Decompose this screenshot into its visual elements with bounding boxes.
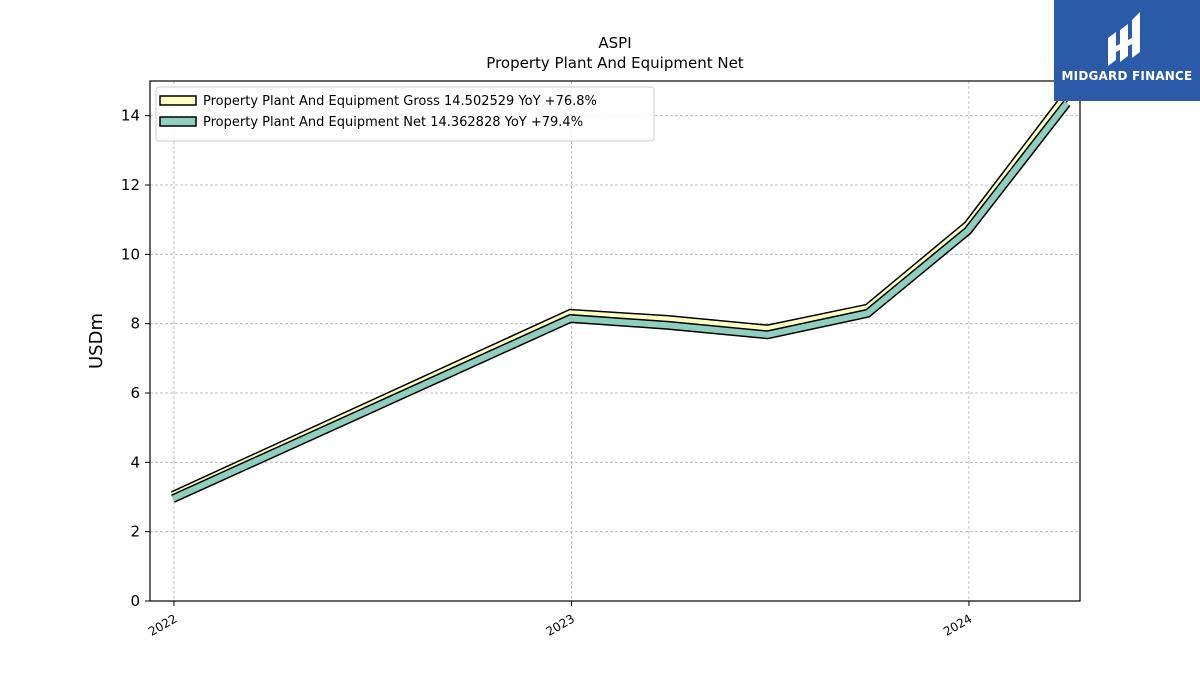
series-layer [171,92,1071,503]
y-tick-label: 10 [121,245,140,263]
legend-label-1: Property Plant And Equipment Net 14.3628… [203,115,583,130]
y-tick-label: 12 [121,176,140,194]
legend-box [155,86,655,142]
y-tick-label: 8 [130,315,140,333]
y-tick-label: 4 [130,453,140,471]
legend-swatch-1 [159,116,197,127]
chart-title: ASPI [598,34,631,52]
y-axis-label: USDm [86,313,107,369]
grid [150,81,1080,602]
x-tick-label: 2023 [543,611,576,638]
chart-subtitle: Property Plant And Equipment Net [486,54,743,72]
midgard-logo-icon [1108,12,1140,66]
y-tick-label: 14 [121,107,140,125]
axes: 0 2 4 6 8 10 12 14 2022 2023 2024 [121,80,1081,639]
brand-logo: MIDGARD FINANCE [1054,0,1200,101]
series-line-1 [171,101,1070,502]
y-tick-label: 6 [130,384,140,402]
y-tick-label: 2 [130,523,140,541]
x-tick-label: 2022 [146,611,179,638]
legend-swatch-0 [159,95,197,106]
plot-frame [149,80,1081,602]
x-tick-label: 2024 [941,611,974,638]
brand-name: MIDGARD FINANCE [1061,69,1193,83]
legend: Property Plant And Equipment Gross 14.50… [155,86,655,142]
legend-label-0: Property Plant And Equipment Gross 14.50… [203,94,597,109]
y-tick-label: 0 [130,592,140,610]
